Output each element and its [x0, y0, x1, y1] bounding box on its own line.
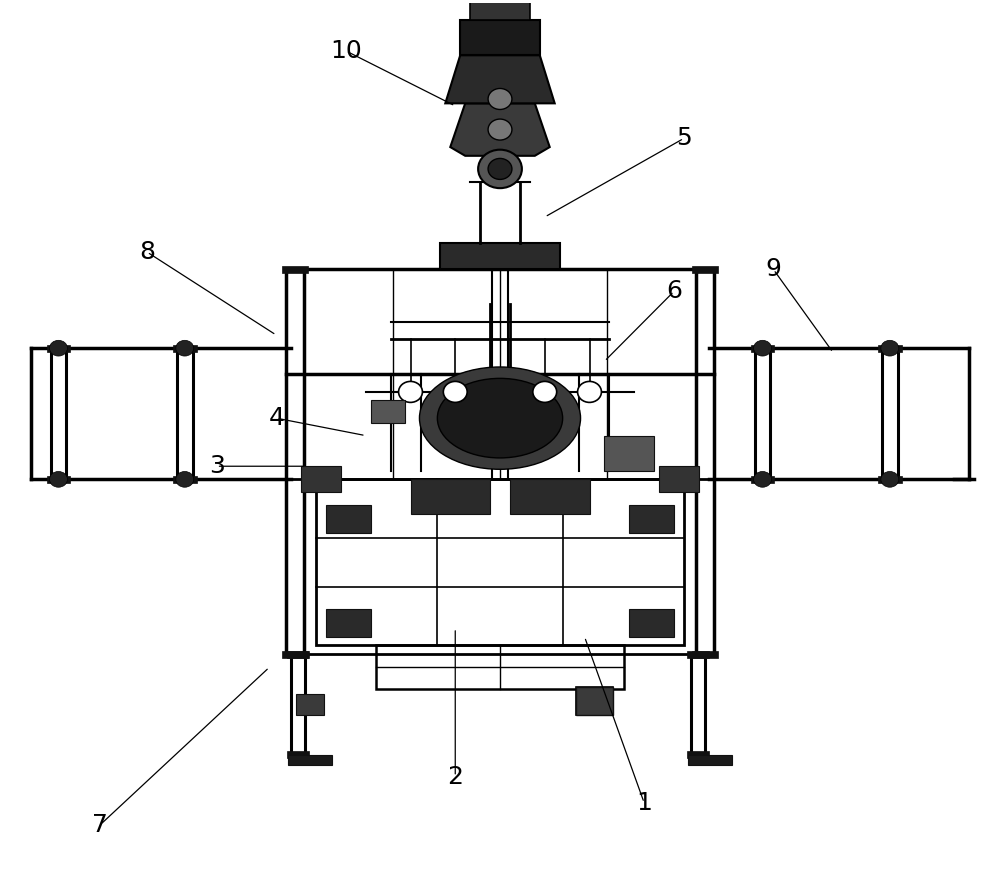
Bar [687, 650, 709, 657]
Bar [326, 609, 371, 637]
Bar [751, 345, 774, 352]
Bar [296, 694, 324, 715]
Circle shape [50, 341, 67, 356]
Text: 5: 5 [676, 127, 692, 150]
Bar [326, 505, 371, 533]
Circle shape [754, 472, 771, 488]
Bar [604, 436, 654, 471]
Text: 8: 8 [139, 240, 155, 264]
Ellipse shape [437, 378, 563, 458]
Bar [460, 20, 540, 55]
Circle shape [443, 381, 467, 402]
Text: 7: 7 [92, 813, 108, 837]
Bar [411, 480, 490, 514]
Bar [878, 345, 902, 352]
Bar [47, 476, 70, 483]
Bar [282, 266, 308, 273]
Bar [173, 476, 197, 483]
Text: 3: 3 [209, 454, 225, 478]
Bar [371, 400, 405, 422]
Bar [688, 755, 732, 766]
Circle shape [399, 381, 422, 402]
Circle shape [478, 150, 522, 188]
Polygon shape [445, 55, 555, 103]
Bar [47, 345, 70, 352]
Bar [287, 650, 309, 657]
Circle shape [488, 89, 512, 109]
Circle shape [881, 341, 899, 356]
Text: 6: 6 [666, 279, 682, 304]
Circle shape [176, 341, 194, 356]
Bar [510, 480, 590, 514]
Circle shape [50, 472, 67, 488]
Circle shape [488, 158, 512, 180]
Bar [692, 266, 718, 273]
Bar [288, 755, 332, 766]
Circle shape [578, 381, 601, 402]
Bar [659, 466, 699, 493]
Bar [470, 0, 530, 20]
Bar [576, 687, 613, 715]
Bar [692, 650, 718, 657]
Ellipse shape [419, 367, 581, 469]
Circle shape [881, 472, 899, 488]
Bar [173, 345, 197, 352]
Text: 10: 10 [330, 39, 362, 62]
Bar [751, 476, 774, 483]
Polygon shape [450, 103, 550, 156]
Bar [878, 476, 902, 483]
Bar [440, 243, 560, 269]
Circle shape [754, 341, 771, 356]
Text: 1: 1 [636, 791, 652, 815]
Text: 2: 2 [447, 765, 463, 788]
Bar [301, 466, 341, 493]
Text: 9: 9 [766, 258, 781, 282]
Bar [287, 752, 309, 759]
Circle shape [488, 119, 512, 140]
Bar [687, 752, 709, 759]
Text: 4: 4 [268, 407, 284, 430]
Bar [629, 505, 674, 533]
Bar [282, 650, 308, 657]
Bar [376, 646, 624, 689]
Circle shape [533, 381, 557, 402]
Bar [629, 609, 674, 637]
Circle shape [176, 472, 194, 488]
Bar [316, 480, 684, 646]
Bar [576, 687, 613, 715]
